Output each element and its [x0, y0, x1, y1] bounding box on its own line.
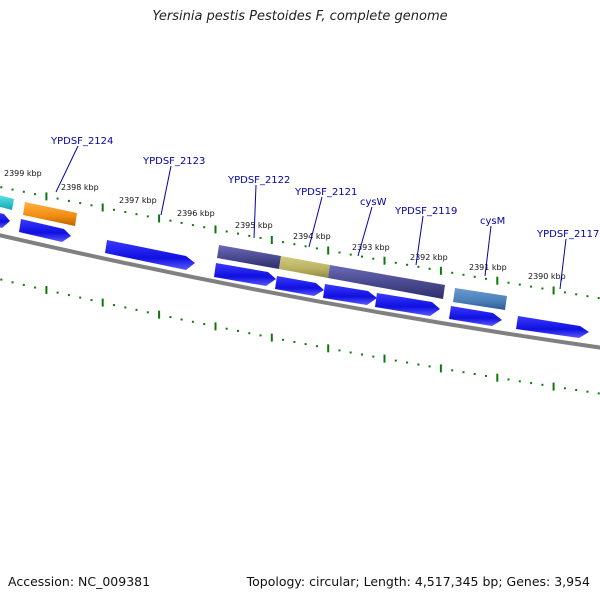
feature-cyan [0, 195, 14, 210]
kbp-label: 2399 kbp [4, 169, 42, 178]
kbp-label: 2396 kbp [177, 209, 215, 218]
cds-arrow-2 [19, 219, 71, 242]
inner-tick-ring [0, 278, 600, 395]
kbp-label: 2392 kbp [410, 253, 448, 262]
gene-label: YPDSF_2124 [50, 136, 113, 147]
feature-steel [453, 288, 507, 310]
leader-line [559, 238, 567, 290]
leader-line [415, 215, 424, 266]
kbp-label: 2398 kbp [61, 183, 99, 192]
gene-label: YPDSF_2123 [142, 156, 205, 167]
gene-label: YPDSF_2121 [294, 187, 357, 198]
gene-label: cysM [480, 216, 505, 227]
cds-arrow-9 [516, 316, 589, 338]
cds-arrow-7 [375, 293, 440, 316]
leader-line [484, 225, 492, 277]
gene-label: YPDSF_2122 [227, 175, 290, 186]
gene-label: YPDSF_2117 [536, 229, 599, 240]
gene-label: cysW [360, 197, 387, 208]
cds-track [0, 213, 589, 338]
leader-line [160, 165, 172, 216]
cds-arrow-8 [449, 306, 502, 326]
feature-purple-2 [328, 265, 445, 299]
feature-purple-1 [217, 245, 281, 269]
kbp-label: 2393 kbp [352, 243, 390, 252]
leader-line [253, 184, 257, 239]
cds-arrow-6 [323, 284, 377, 305]
genome-stats: Topology: circular; Length: 4,517,345 bp… [246, 574, 590, 589]
feature-khaki [279, 256, 330, 278]
outer-tick-ring [0, 186, 600, 300]
genome-backbone [0, 233, 600, 350]
leader-lines [55, 145, 567, 290]
cds-arrow-3 [105, 240, 195, 270]
cds-arrow-5 [275, 276, 324, 296]
cds-arrow-1 [0, 213, 10, 228]
kbp-label: 2390 kbp [528, 272, 566, 281]
kbp-label: 2397 kbp [119, 196, 157, 205]
gene-labels: YPDSF_2124 YPDSF_2123 YPDSF_2122 YPDSF_2… [50, 136, 599, 240]
feature-orange [23, 202, 77, 226]
gene-label: YPDSF_2119 [394, 206, 457, 217]
accession-label: Accession: NC_009381 [8, 574, 151, 589]
leader-line [55, 145, 79, 193]
leader-line [308, 196, 323, 248]
feature-track [0, 195, 507, 310]
kbp-label: 2391 kbp [469, 263, 507, 272]
leader-line [357, 206, 373, 257]
map-title: Yersinia pestis Pestoides F, complete ge… [152, 9, 448, 24]
cds-arrow-4 [214, 263, 276, 286]
kbp-label: 2395 kbp [235, 221, 273, 230]
